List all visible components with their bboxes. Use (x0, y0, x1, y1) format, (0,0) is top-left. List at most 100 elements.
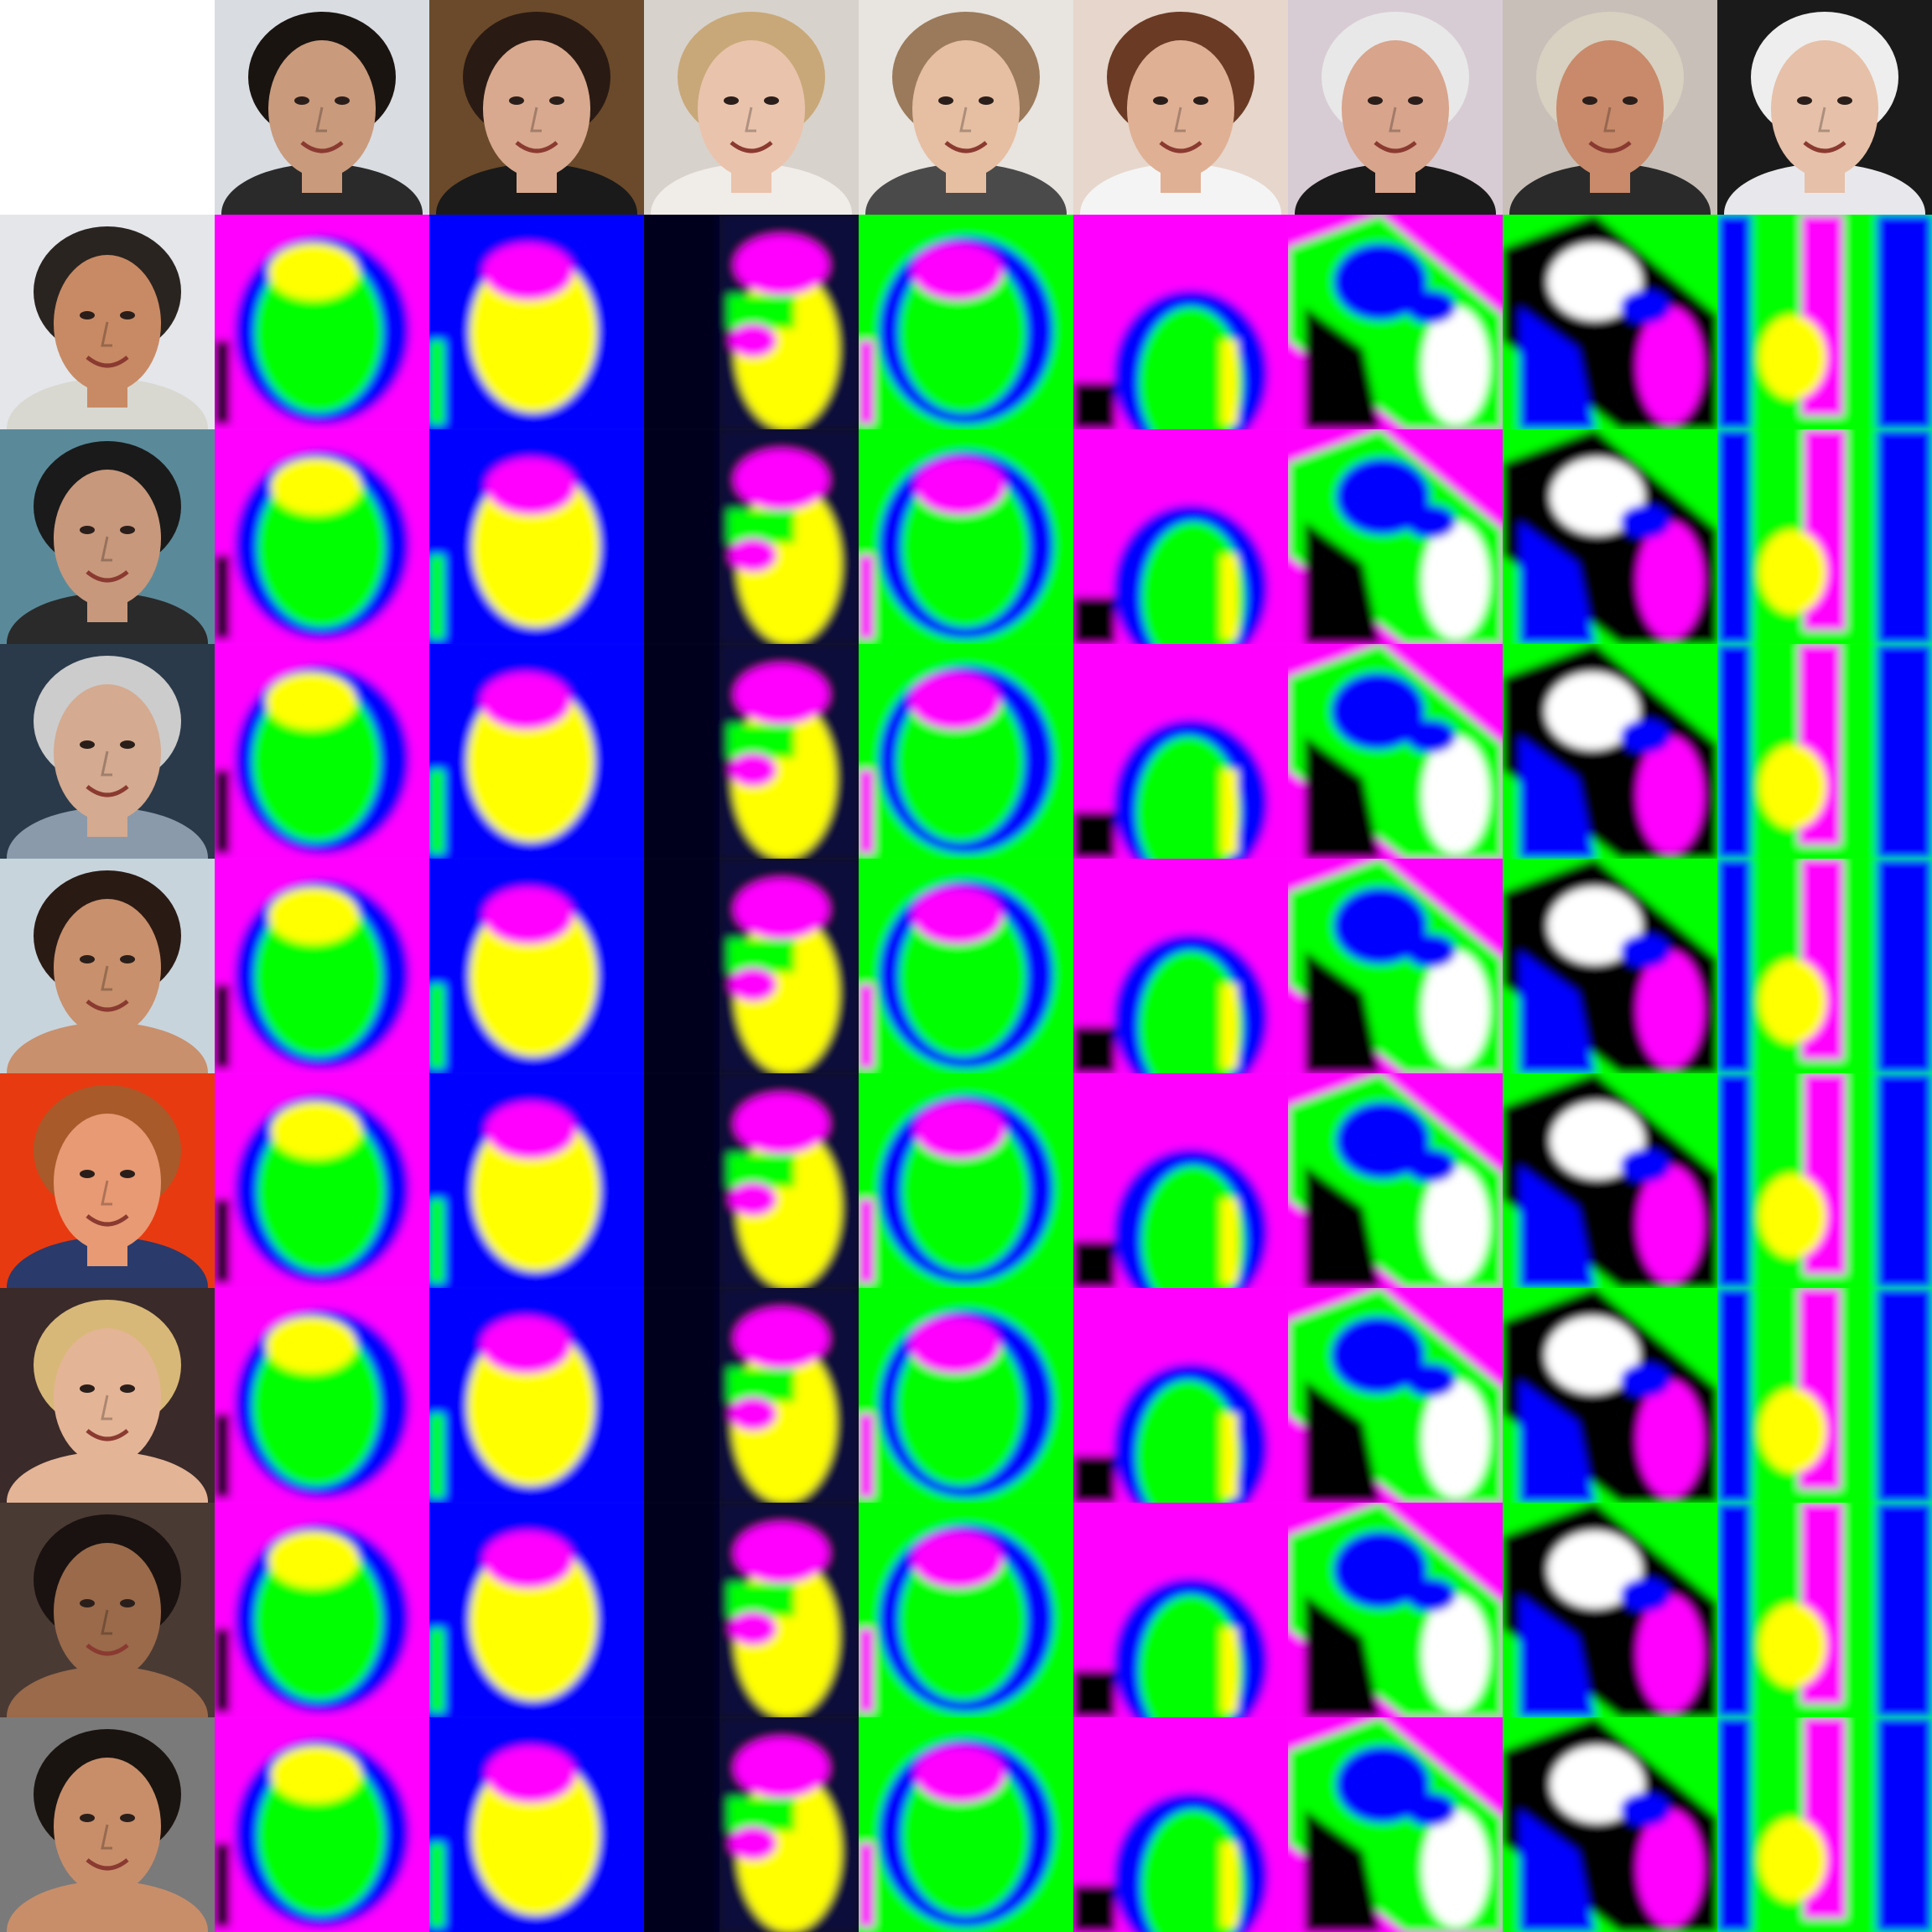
row-face-1 (0, 215, 215, 429)
heatmap-cell (1717, 1073, 1932, 1288)
row-face-3 (0, 644, 215, 859)
heatmap-r4-c1 (215, 859, 429, 1073)
row-face-8 (0, 1717, 215, 1932)
row-face-2 (0, 429, 215, 644)
heatmap-r1-c3 (644, 215, 859, 429)
heatmap-r4-c7 (1503, 859, 1717, 1073)
heatmap-r5-c5 (1073, 1073, 1288, 1288)
column-face-image (1717, 0, 1932, 215)
heatmap-cell (1717, 1503, 1932, 1717)
heatmap-cell (1717, 859, 1932, 1073)
heatmap-cell (1288, 1717, 1503, 1932)
heatmap-r5-c3 (644, 1073, 859, 1288)
heatmap-r1-c1 (215, 215, 429, 429)
heatmap-r7-c6 (1288, 1503, 1503, 1717)
heatmap-cell (1288, 1073, 1503, 1288)
heatmap-r2-c5 (1073, 429, 1288, 644)
column-face-image (429, 0, 644, 215)
heatmap-r5-c4 (859, 1073, 1073, 1288)
row-face-image (0, 1288, 215, 1503)
heatmap-cell (1503, 1503, 1717, 1717)
heatmap-r6-c6 (1288, 1288, 1503, 1503)
row-face-image (0, 429, 215, 644)
heatmap-cell (429, 644, 644, 859)
heatmap-r8-c4 (859, 1717, 1073, 1932)
heatmap-r2-c8 (1717, 429, 1932, 644)
heatmap-cell (1717, 1288, 1932, 1503)
heatmap-cell (644, 1503, 859, 1717)
heatmap-cell (1288, 429, 1503, 644)
heatmap-cell (1073, 1503, 1288, 1717)
heatmap-r8-c2 (429, 1717, 644, 1932)
heatmap-cell (429, 429, 644, 644)
heatmap-cell (1073, 1717, 1288, 1932)
heatmap-r7-c1 (215, 1503, 429, 1717)
heatmap-r5-c1 (215, 1073, 429, 1288)
heatmap-r3-c5 (1073, 644, 1288, 859)
heatmap-cell (429, 1717, 644, 1932)
heatmap-cell (215, 1717, 429, 1932)
heatmap-cell (1503, 644, 1717, 859)
heatmap-cell (429, 1073, 644, 1288)
heatmap-cell (429, 1503, 644, 1717)
row-face-5 (0, 1073, 215, 1288)
heatmap-r4-c3 (644, 859, 859, 1073)
heatmap-cell (644, 1073, 859, 1288)
heatmap-r7-c8 (1717, 1503, 1932, 1717)
heatmap-cell (1288, 644, 1503, 859)
column-face-1 (215, 0, 429, 215)
heatmap-r5-c7 (1503, 1073, 1717, 1288)
heatmap-r6-c5 (1073, 1288, 1288, 1503)
heatmap-r3-c1 (215, 644, 429, 859)
heatmap-cell (1288, 1288, 1503, 1503)
heatmap-r3-c3 (644, 644, 859, 859)
heatmap-r1-c7 (1503, 215, 1717, 429)
heatmap-cell (215, 215, 429, 429)
heatmap-cell (1073, 644, 1288, 859)
heatmap-r5-c8 (1717, 1073, 1932, 1288)
heatmap-cell (429, 1288, 644, 1503)
row-face-6 (0, 1288, 215, 1503)
heatmap-cell (1503, 1073, 1717, 1288)
heatmap-cell (1073, 1288, 1288, 1503)
heatmap-r6-c8 (1717, 1288, 1932, 1503)
heatmap-cell (644, 429, 859, 644)
heatmap-r8-c7 (1503, 1717, 1717, 1932)
heatmap-r8-c1 (215, 1717, 429, 1932)
heatmap-cell (429, 215, 644, 429)
heatmap-r8-c8 (1717, 1717, 1932, 1932)
heatmap-r7-c4 (859, 1503, 1073, 1717)
heatmap-cell (1073, 1073, 1288, 1288)
heatmap-r1-c4 (859, 215, 1073, 429)
row-face-4 (0, 859, 215, 1073)
heatmap-r3-c8 (1717, 644, 1932, 859)
column-face-4 (859, 0, 1073, 215)
heatmap-cell (859, 1503, 1073, 1717)
heatmap-r5-c6 (1288, 1073, 1503, 1288)
heatmap-r7-c3 (644, 1503, 859, 1717)
heatmap-r6-c4 (859, 1288, 1073, 1503)
heatmap-r7-c7 (1503, 1503, 1717, 1717)
heatmap-cell (215, 1288, 429, 1503)
heatmap-r5-c2 (429, 1073, 644, 1288)
column-face-7 (1503, 0, 1717, 215)
heatmap-r6-c3 (644, 1288, 859, 1503)
heatmap-cell (429, 859, 644, 1073)
heatmap-r4-c6 (1288, 859, 1503, 1073)
heatmap-r8-c6 (1288, 1717, 1503, 1932)
heatmap-r2-c3 (644, 429, 859, 644)
column-face-image (215, 0, 429, 215)
heatmap-cell (215, 1503, 429, 1717)
column-face-image (1073, 0, 1288, 215)
heatmap-r3-c7 (1503, 644, 1717, 859)
heatmap-cell (1717, 1717, 1932, 1932)
heatmap-r7-c2 (429, 1503, 644, 1717)
heatmap-cell (644, 859, 859, 1073)
row-face-image (0, 1717, 215, 1932)
column-face-image (1503, 0, 1717, 215)
heatmap-cell (1073, 859, 1288, 1073)
heatmap-cell (1717, 644, 1932, 859)
heatmap-r1-c6 (1288, 215, 1503, 429)
heatmap-cell (644, 644, 859, 859)
